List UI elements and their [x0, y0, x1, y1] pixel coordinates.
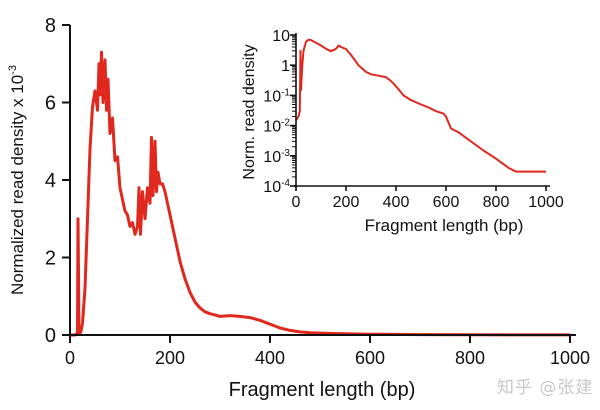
y-tick-label: 10-1 [263, 87, 290, 105]
y-tick-label: 2 [45, 248, 56, 270]
inset-y-axis-title: Norm. read density [241, 44, 258, 179]
inset-x-axis-title: Fragment length (bp) [365, 216, 524, 235]
x-tick-label: 800 [483, 194, 510, 211]
y-tick-label: 4 [45, 170, 56, 192]
main-x-axis-title: Fragment length (bp) [229, 379, 416, 401]
main-plot: 0 2 4 6 8 0 200 400 600 800 1000 Fragment length … [7, 15, 590, 401]
main-y-ticks: 0 2 4 6 8 [45, 15, 70, 347]
main-data-line [70, 50, 570, 337]
x-tick-label: 600 [433, 194, 460, 211]
y-tick-label: 1 [281, 58, 290, 75]
y-tick-label: 10 [272, 28, 290, 45]
main-x-ticks: 0 200 400 600 800 1000 [65, 335, 590, 368]
x-tick-label: 1000 [550, 348, 590, 368]
x-tick-label: 200 [155, 348, 185, 368]
y-tick-label: 6 [45, 93, 56, 115]
x-tick-label: 1000 [528, 194, 564, 211]
x-tick-label: 400 [255, 348, 285, 368]
main-y-axis-title: Normalized read density x 10-3 [7, 65, 27, 295]
x-tick-label: 800 [455, 348, 485, 368]
y-tick-label: 10-2 [263, 118, 290, 136]
x-tick-label: 0 [65, 348, 75, 368]
inset-plot: 10 1 10-1 10-2 10-3 10-4 0 200 400 600 800 1000 Fr… [241, 28, 564, 235]
y-tick-label: 0 [45, 325, 56, 347]
inset-y-ticks: 10 1 10-1 10-2 10-3 10-4 [263, 28, 296, 196]
y-tick-label: 10-3 [263, 148, 290, 166]
x-tick-label: 0 [292, 194, 301, 211]
inset-x-ticks: 0 200 400 600 800 1000 [292, 186, 564, 211]
y-tick-label: 8 [45, 15, 56, 37]
x-tick-label: 400 [383, 194, 410, 211]
watermark: 知乎 @张建 [497, 378, 594, 398]
inset-data-line [295, 38, 546, 173]
x-tick-label: 600 [355, 348, 385, 368]
x-tick-label: 200 [333, 194, 360, 211]
y-tick-label: 10-4 [263, 178, 290, 196]
